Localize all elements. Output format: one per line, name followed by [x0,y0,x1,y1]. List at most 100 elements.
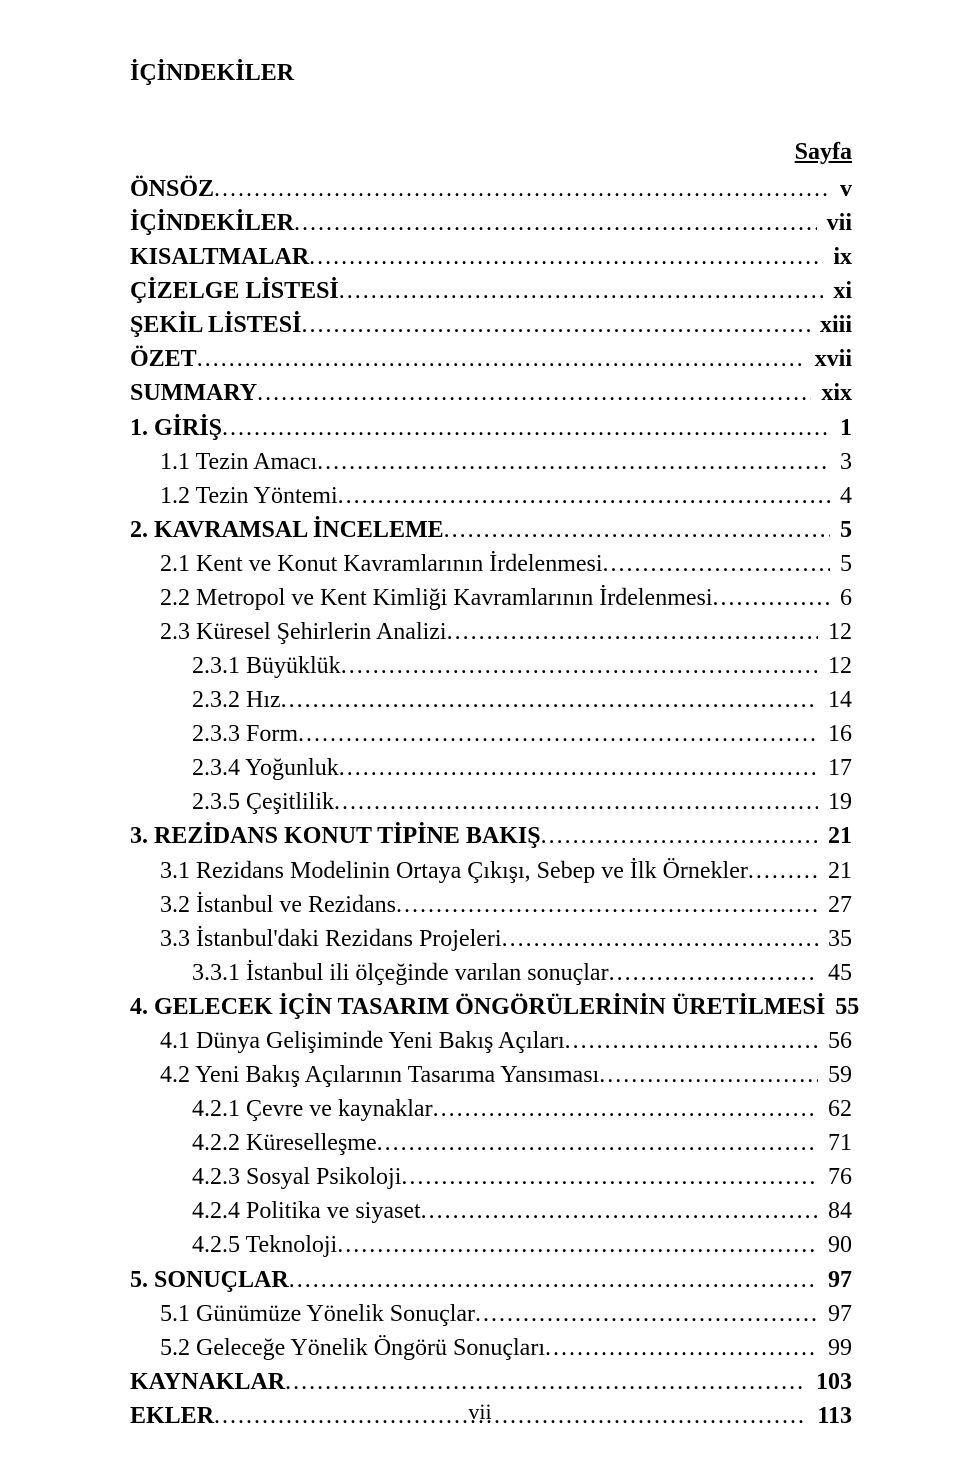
toc-entry: 2.1 Kent ve Konut Kavramlarının İrdelenm… [130,547,852,581]
toc-entry-page: 12 [818,615,852,649]
toc-entry: 2.3.3 Form 16 [130,717,852,751]
toc-entry-label: 3.3.1 İstanbul ili ölçeğinde varılan son… [192,956,609,990]
toc-entry-page: 76 [818,1160,852,1194]
document-title: İÇİNDEKİLER [130,60,852,87]
toc-leader-dots [289,1263,818,1297]
toc-entry: 5.2 Geleceğe Yönelik Öngörü Sonuçları 99 [130,1331,852,1365]
toc-entry-label: 3. REZİDANS KONUT TİPİNE BAKIŞ [130,819,541,853]
toc-leader-dots [337,1228,818,1262]
toc-entry-page: xix [811,376,852,410]
toc-entry-label: 4.2.3 Sosyal Psikoloji [192,1160,401,1194]
toc-entry: KAYNAKLAR 103 [130,1365,852,1399]
toc-entry-page: 16 [818,717,852,751]
toc-entry-page: 59 [818,1058,852,1092]
toc-entry-page: 6 [830,581,852,615]
toc-entry-page: 90 [818,1228,852,1262]
toc-entry: KISALTMALAR ix [130,240,852,274]
toc-entry-page: 97 [818,1263,852,1297]
toc-entry: 3.3 İstanbul'daki Rezidans Projeleri 35 [130,922,852,956]
toc-leader-dots [281,683,818,717]
toc-leader-dots [603,547,830,581]
toc-entry: 4.2 Yeni Bakış Açılarının Tasarıma Yansı… [130,1058,852,1092]
document-page: İÇİNDEKİLER Sayfa ÖNSÖZ vİÇİNDEKİLER vii… [0,0,960,1473]
toc-entry: 4.1 Dünya Gelişiminde Yeni Bakış Açıları… [130,1024,852,1058]
toc-entry-page: 12 [818,649,852,683]
toc-leader-dots [338,479,830,513]
toc-entry-label: 2.3.3 Form [192,717,298,751]
toc-leader-dots [222,411,830,445]
toc-entry-page: 97 [818,1297,852,1331]
toc-entry-label: İÇİNDEKİLER [130,206,294,240]
toc-entry: 2.3 Küresel Şehirlerin Analizi 12 [130,615,852,649]
toc-entry-page: 45 [818,956,852,990]
toc-entry-label: ÖNSÖZ [130,172,214,206]
toc-entry-page: 56 [818,1024,852,1058]
toc-entry-page: vii [817,206,852,240]
toc-entry-label: 2.3.2 Hız [192,683,281,717]
toc-entry-label: 4.1 Dünya Gelişiminde Yeni Bakış Açıları [160,1024,565,1058]
toc-entry-label: 5. SONUÇLAR [130,1263,289,1297]
toc-entry: ÖNSÖZ v [130,172,852,206]
toc-leader-dots [599,1058,818,1092]
toc-entry-label: KAYNAKLAR [130,1365,285,1399]
toc-leader-dots [317,445,830,479]
toc-entry-page: 14 [818,683,852,717]
toc-entry-page: 71 [818,1126,852,1160]
toc-entry: 2.3.5 Çeşitlilik 19 [130,785,852,819]
toc-entry: 5. SONUÇLAR 97 [130,1263,852,1297]
toc-entry-label: 4. GELECEK İÇİN TASARIM ÖNGÖRÜLERİNİN ÜR… [130,990,825,1024]
toc-entry-label: 5.2 Geleceğe Yönelik Öngörü Sonuçları [160,1331,545,1365]
toc-leader-dots [401,1160,818,1194]
toc-leader-dots [444,513,830,547]
toc-entry-label: 2. KAVRAMSAL İNCELEME [130,513,444,547]
page-number-footer: vii [0,1399,960,1425]
toc-entry-page: 17 [818,751,852,785]
toc-leader-dots [541,819,818,853]
toc-entry: ŞEKİL LİSTESİ xiii [130,308,852,342]
toc-leader-dots [447,615,818,649]
toc-entry-page: 1 [830,411,852,445]
toc-entry: 2.3.4 Yoğunluk 17 [130,751,852,785]
toc-entry-label: 3.2 İstanbul ve Rezidans [160,888,396,922]
toc-entry-page: 5 [830,513,852,547]
toc-leader-dots [421,1194,818,1228]
toc-leader-dots [433,1092,818,1126]
toc-entry-label: 4.2.5 Teknoloji [192,1228,337,1262]
toc-entry-label: 2.3.5 Çeşitlilik [192,785,334,819]
toc-entry-label: KISALTMALAR [130,240,309,274]
toc-entry: 2.3.1 Büyüklük 12 [130,649,852,683]
toc-entry: ÇİZELGE LİSTESİ xi [130,274,852,308]
toc-entry-label: 2.3.4 Yoğunluk [192,751,339,785]
toc-entry: 3. REZİDANS KONUT TİPİNE BAKIŞ 21 [130,819,852,853]
toc-entry-page: ix [823,240,852,274]
toc-entry: İÇİNDEKİLER vii [130,206,852,240]
toc-entry: 4.2.5 Teknoloji 90 [130,1228,852,1262]
toc-entry-label: 5.1 Günümüze Yönelik Sonuçlar [160,1297,475,1331]
toc-entry-label: ÇİZELGE LİSTESİ [130,274,339,308]
toc-entry-page: 27 [818,888,852,922]
toc-entry: 3.2 İstanbul ve Rezidans 27 [130,888,852,922]
toc-entry: 2.2 Metropol ve Kent Kimliği Kavramların… [130,581,852,615]
toc-entry: 1. GİRİŞ 1 [130,411,852,445]
toc-entry: 4.2.4 Politika ve siyaset 84 [130,1194,852,1228]
toc-entry-label: 2.1 Kent ve Konut Kavramlarının İrdelenm… [160,547,603,581]
toc-leader-dots [609,956,818,990]
toc-entry-label: 4.2.4 Politika ve siyaset [192,1194,421,1228]
toc-entry-page: 35 [818,922,852,956]
toc-entry: 3.1 Rezidans Modelinin Ortaya Çıkışı, Se… [130,854,852,888]
toc-entry-page: 103 [806,1365,852,1399]
toc-entry: 3.3.1 İstanbul ili ölçeğinde varılan son… [130,956,852,990]
toc-leader-dots [545,1331,818,1365]
toc-entry-label: ÖZET [130,342,197,376]
toc-entry-page: 4 [830,479,852,513]
toc-entry-label: 3.1 Rezidans Modelinin Ortaya Çıkışı, Se… [160,854,748,888]
toc-leader-dots [301,308,810,342]
toc-entry: 1.2 Tezin Yöntemi 4 [130,479,852,513]
toc-entry-page: 3 [830,445,852,479]
toc-leader-dots [341,649,818,683]
toc-leader-dots [748,854,818,888]
toc-leader-dots [339,751,818,785]
toc-entry: SUMMARY xix [130,376,852,410]
toc-entry: 2. KAVRAMSAL İNCELEME 5 [130,513,852,547]
toc-entry-page: 99 [818,1331,852,1365]
